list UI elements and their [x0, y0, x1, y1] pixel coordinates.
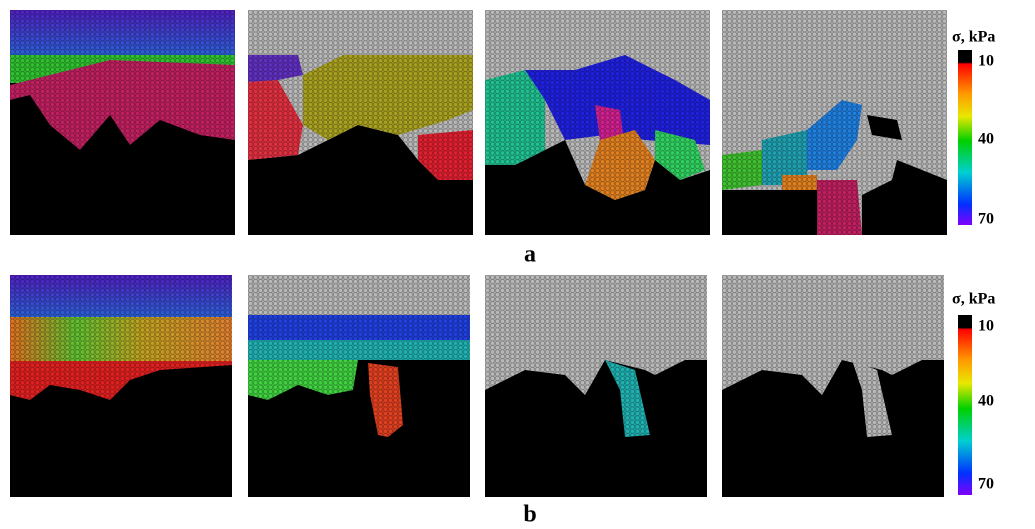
panel [722, 10, 947, 235]
colorbar-title: σ, kPa [952, 291, 995, 308]
row-label: a [524, 242, 536, 268]
colorbar-tick: 70 [978, 476, 994, 493]
colorbar-tick: 40 [978, 131, 994, 148]
colorbar [958, 315, 972, 495]
panel [248, 10, 473, 235]
colorbar-tick: 10 [978, 53, 994, 70]
panel [248, 275, 470, 497]
colorbar-tick: 10 [978, 318, 994, 335]
figure: σ, kPa 10 40 70 σ, kPa 10 40 70 a b [0, 0, 1035, 529]
panel [485, 10, 710, 235]
colorbar-tick: 70 [978, 211, 994, 228]
panel [722, 275, 944, 497]
colorbar-tick: 40 [978, 393, 994, 410]
panel [485, 275, 707, 497]
row-label: b [523, 502, 536, 528]
colorbar-title: σ, kPa [952, 29, 995, 46]
panel [10, 275, 232, 497]
colorbar [958, 50, 972, 225]
panel [10, 10, 235, 235]
